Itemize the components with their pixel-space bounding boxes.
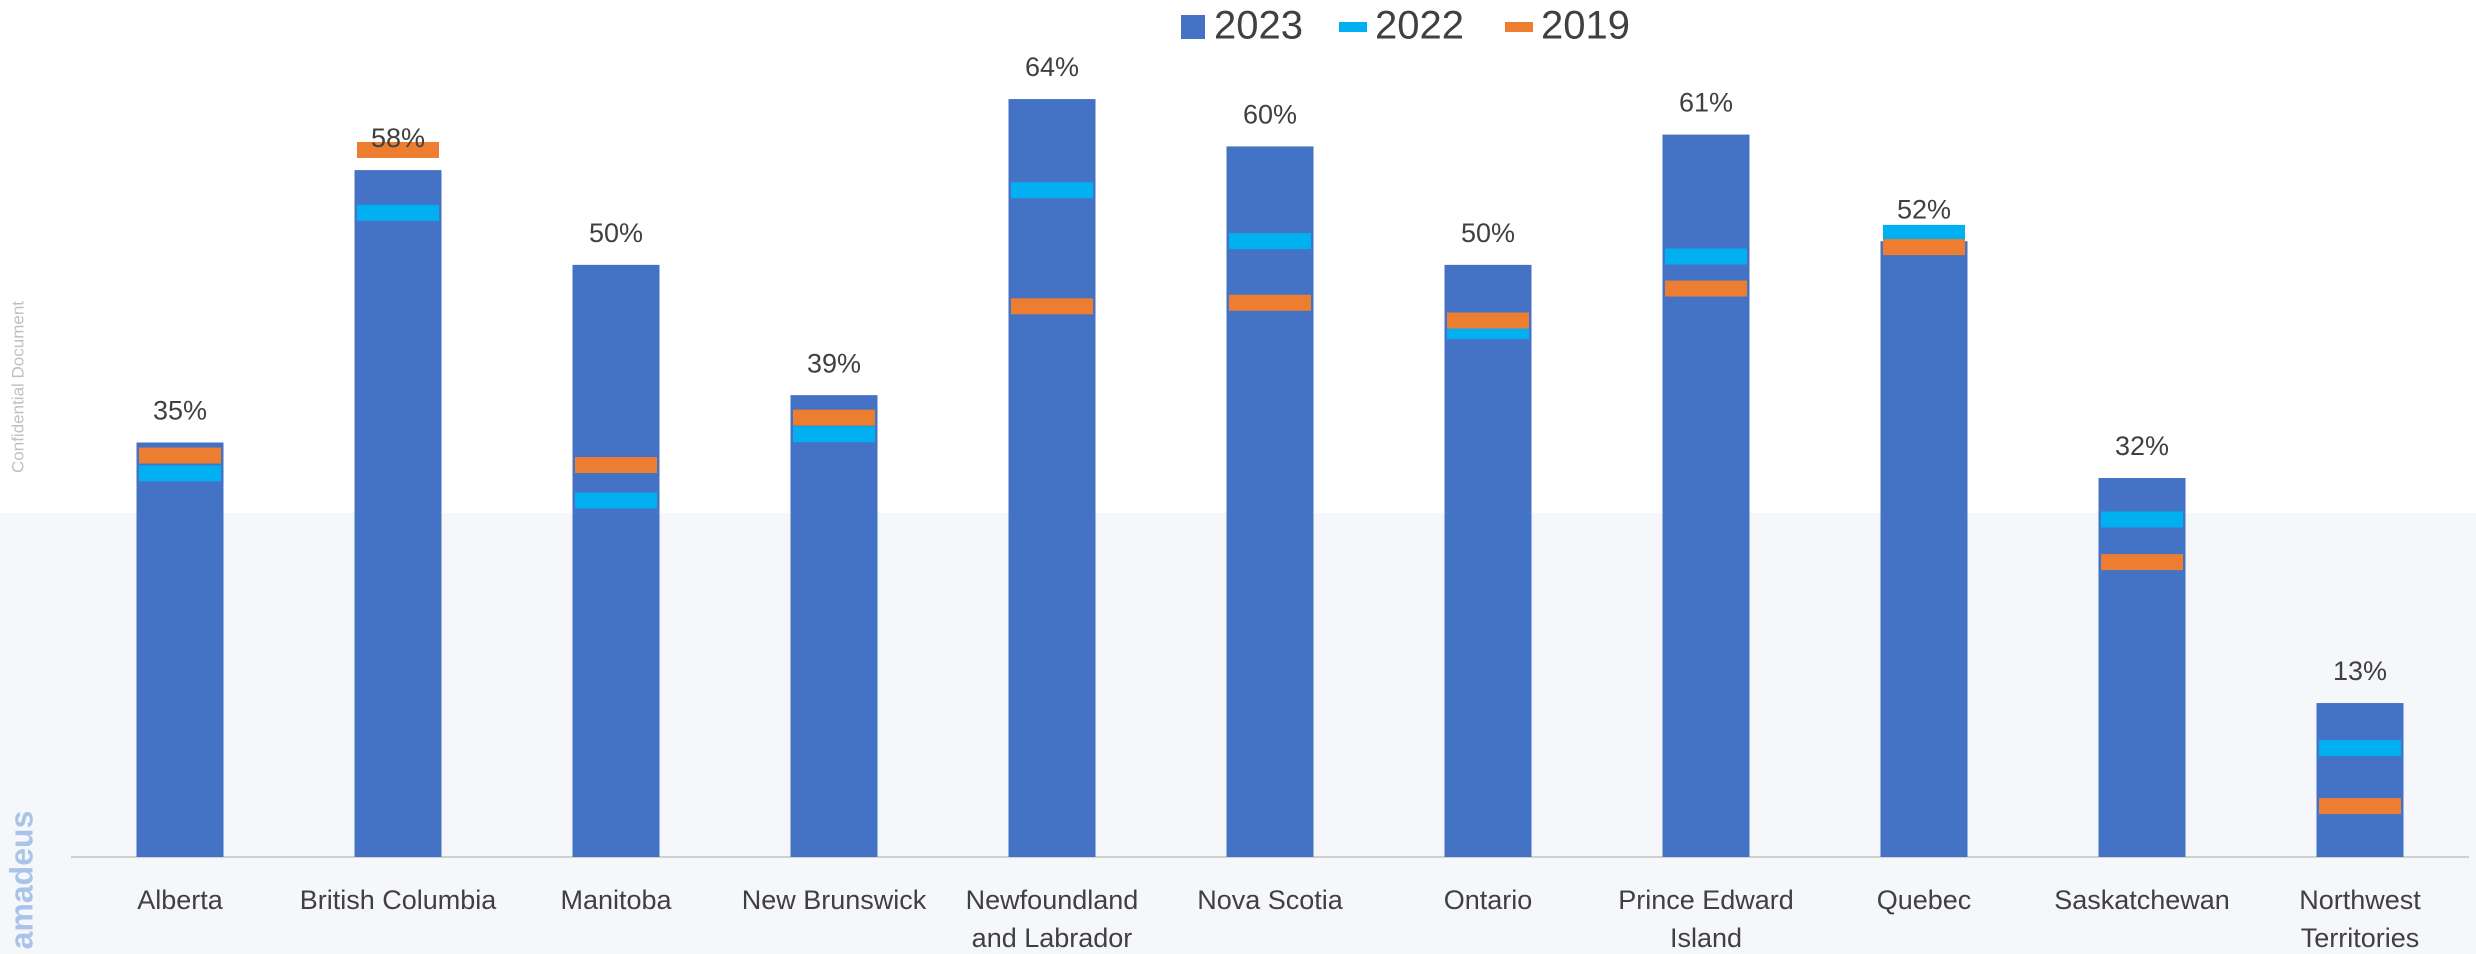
- value-label: 13%: [2333, 656, 2387, 686]
- x-tick-label: New Brunswick: [741, 885, 927, 915]
- marker: [1883, 239, 1965, 256]
- watermark: Confidential Document: [8, 301, 27, 473]
- value-label: 52%: [1897, 194, 1951, 224]
- legend-swatch: [1339, 22, 1367, 32]
- x-tick-label: Nova Scotia: [1197, 885, 1343, 915]
- marker: [1447, 312, 1529, 329]
- legend-swatch: [1181, 15, 1205, 39]
- bar: [1008, 99, 1096, 858]
- bar: [1226, 146, 1314, 857]
- bar: [2098, 478, 2186, 857]
- value-label: 58%: [371, 123, 425, 153]
- legend-label: 2023: [1214, 4, 1303, 48]
- marker: [1665, 248, 1747, 265]
- x-tick-label: Manitoba: [560, 885, 672, 915]
- bar: [1662, 134, 1750, 858]
- marker: [1229, 233, 1311, 250]
- marker: [1011, 182, 1093, 199]
- bar: [1880, 241, 1968, 857]
- marker: [793, 426, 875, 443]
- value-label: 39%: [807, 348, 861, 378]
- value-label: 50%: [1461, 218, 1515, 248]
- marker: [575, 492, 657, 509]
- value-label: 60%: [1243, 100, 1297, 130]
- marker: [357, 141, 439, 158]
- marker: [139, 465, 221, 482]
- value-label: 61%: [1679, 88, 1733, 118]
- value-label: 64%: [1025, 52, 1079, 82]
- x-tick-label: Alberta: [137, 885, 223, 915]
- marker: [2101, 554, 2183, 571]
- marker: [139, 447, 221, 464]
- marker: [1229, 294, 1311, 311]
- value-label: 35%: [153, 396, 207, 426]
- marker: [2319, 798, 2401, 815]
- marker: [575, 457, 657, 474]
- x-tick-label: Saskatchewan: [2054, 885, 2230, 915]
- x-tick-label: Ontario: [1443, 885, 1533, 915]
- bar: [136, 442, 224, 857]
- marker: [1665, 280, 1747, 297]
- marker: [2101, 511, 2183, 528]
- marker: [1011, 298, 1093, 315]
- x-tick-label: Northwest Territories: [2299, 885, 2421, 953]
- legend-label: 2022: [1375, 4, 1464, 48]
- x-tick-label: Newfoundland and Labrador: [965, 885, 1139, 953]
- legend-swatch: [1505, 22, 1533, 32]
- marker: [2319, 740, 2401, 757]
- value-label: 50%: [589, 218, 643, 248]
- marker: [1883, 224, 1965, 241]
- bar: [2316, 703, 2404, 857]
- x-tick-label: British Columbia: [299, 885, 497, 915]
- marker: [793, 409, 875, 426]
- bar: [354, 170, 442, 858]
- legend-label: 2019: [1541, 4, 1630, 48]
- marker: [357, 204, 439, 221]
- x-tick-label: Quebec: [1876, 885, 1972, 915]
- value-label: 32%: [2115, 431, 2169, 461]
- brand: amadeus: [3, 811, 39, 950]
- x-tick-label: Prince Edward Island: [1618, 885, 1794, 953]
- bar: [790, 395, 878, 857]
- bar: [1444, 264, 1532, 857]
- bar: [572, 264, 660, 857]
